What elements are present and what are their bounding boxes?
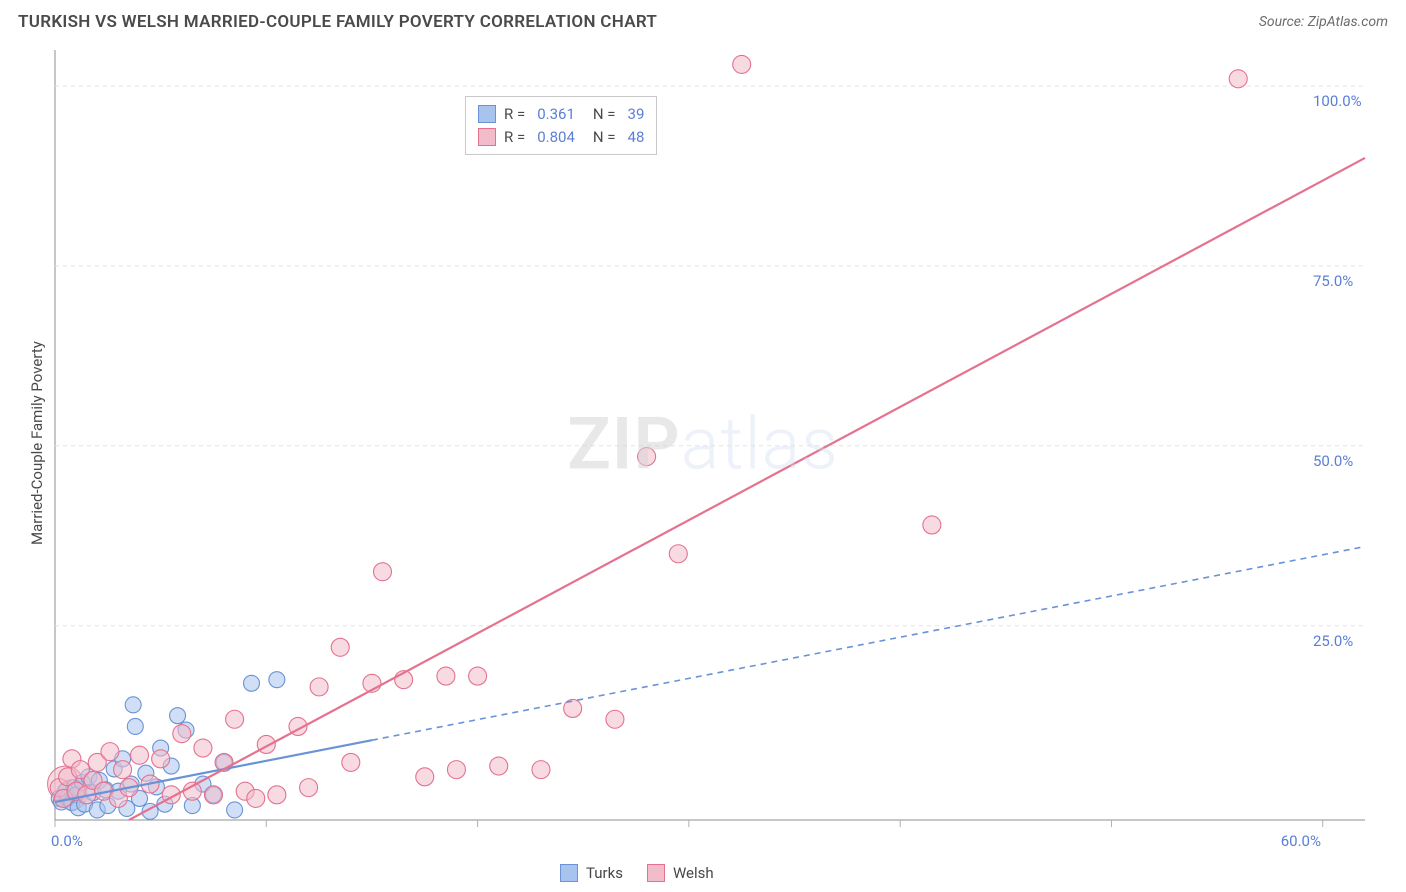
y-tick-label: 100.0% xyxy=(1313,92,1362,110)
chart-header: TURKISH VS WELSH MARRIED-COUPLE FAMILY P… xyxy=(0,0,1406,38)
legend-swatch-turks xyxy=(560,864,578,882)
scatter-chart-svg xyxy=(0,38,1406,884)
x-tick-label: 0.0% xyxy=(51,832,83,850)
legend-series-label: Turks xyxy=(586,864,623,882)
x-tick-label: 60.0% xyxy=(1281,832,1321,850)
y-tick-label: 50.0% xyxy=(1313,452,1353,470)
legend-r-label: R = xyxy=(504,126,525,149)
legend-n-value: 39 xyxy=(628,103,645,126)
legend-n-label: N = xyxy=(593,126,616,149)
legend-n-value: 48 xyxy=(628,126,645,149)
legend-r-value: 0.804 xyxy=(537,126,575,149)
legend-row-turks: R = 0.361 N = 39 xyxy=(478,103,644,126)
legend-swatch-welsh xyxy=(647,864,665,882)
chart-source: Source: ZipAtlas.com xyxy=(1259,14,1388,30)
legend-item-turks[interactable]: Turks xyxy=(560,864,623,882)
y-tick-label: 75.0% xyxy=(1313,272,1353,290)
y-axis-label: Married-Couple Family Poverty xyxy=(28,341,46,545)
legend-item-welsh[interactable]: Welsh xyxy=(647,864,714,882)
y-tick-label: 25.0% xyxy=(1313,632,1353,650)
legend-series-label: Welsh xyxy=(673,864,714,882)
legend-n-label: N = xyxy=(593,103,616,126)
legend-row-welsh: R = 0.804 N = 48 xyxy=(478,126,644,149)
legend-swatch-turks xyxy=(478,105,496,123)
chart-area: ZIPatlas Married-Couple Family Poverty R… xyxy=(0,38,1406,884)
chart-title: TURKISH VS WELSH MARRIED-COUPLE FAMILY P… xyxy=(18,12,657,32)
correlation-legend: R = 0.361 N = 39 R = 0.804 N = 48 xyxy=(465,96,657,155)
legend-r-label: R = xyxy=(504,103,525,126)
series-legend: Turks Welsh xyxy=(560,864,714,882)
legend-r-value: 0.361 xyxy=(537,103,575,126)
legend-swatch-welsh xyxy=(478,128,496,146)
